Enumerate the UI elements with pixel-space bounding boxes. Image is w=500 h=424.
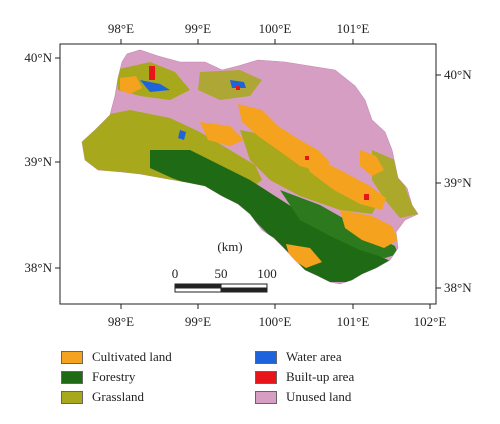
top-tick-label: 99°E [185, 21, 211, 36]
right-tick-label: 40°N [444, 67, 472, 82]
scale-segment [174, 283, 222, 289]
top-tick-label: 98°E [108, 21, 134, 36]
tick-marks [55, 39, 441, 309]
right-tick-label: 38°N [444, 280, 472, 295]
left-tick-label: 39°N [24, 154, 52, 169]
map-frame [59, 43, 437, 305]
scale-bar: (km) 0 50 100 [172, 239, 277, 293]
top-tick-label: 101°E [337, 21, 370, 36]
scale-segment [174, 287, 222, 293]
top-tick-label: 100°E [259, 21, 292, 36]
scale-unit: (km) [217, 239, 242, 254]
left-tick-label: 38°N [24, 260, 52, 275]
scale-label: 50 [215, 266, 228, 281]
bottom-tick-label: 102°E [414, 314, 447, 329]
scale-label: 0 [172, 266, 179, 281]
right-tick-label: 39°N [444, 175, 472, 190]
scale-segment [220, 283, 268, 289]
bottom-tick-label: 99°E [185, 314, 211, 329]
bottom-tick-label: 101°E [337, 314, 370, 329]
scale-segment [220, 287, 268, 293]
scale-label: 100 [257, 266, 277, 281]
left-tick-label: 40°N [24, 50, 52, 65]
bottom-tick-label: 100°E [259, 314, 292, 329]
bottom-tick-label: 98°E [108, 314, 134, 329]
